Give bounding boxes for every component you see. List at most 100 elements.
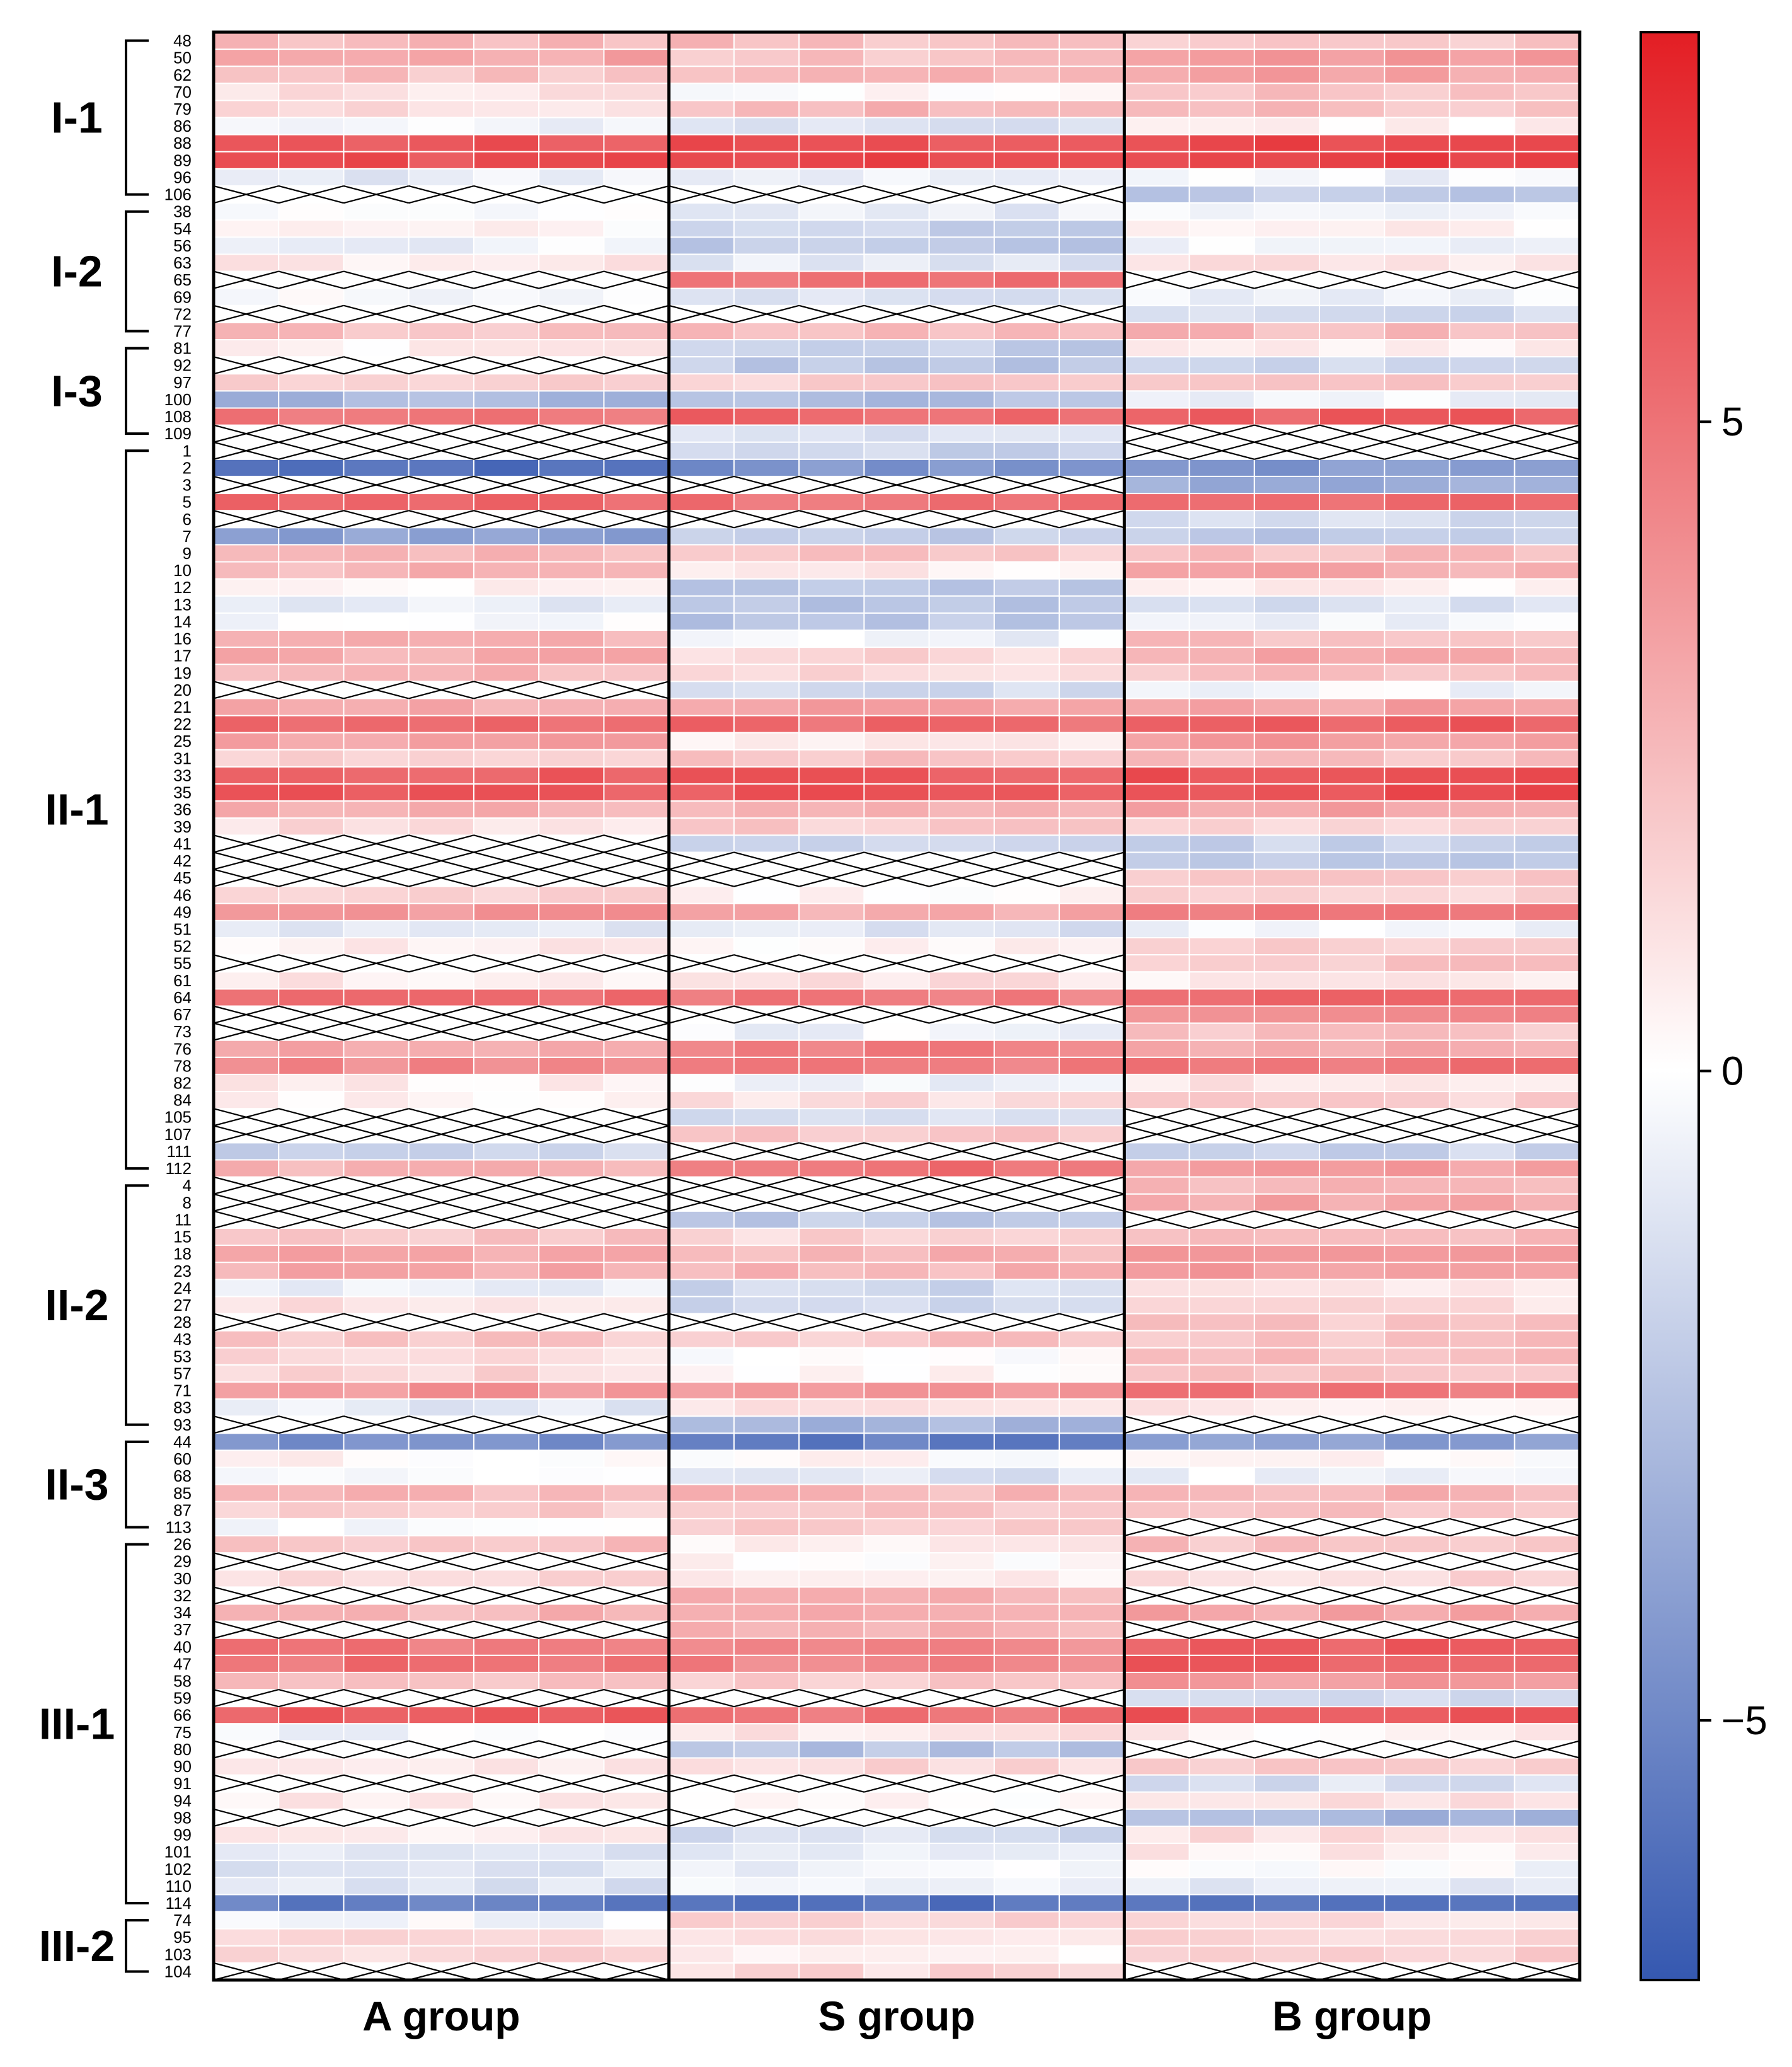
heatmap-cell [278, 629, 345, 648]
heatmap-cell [1384, 1877, 1450, 1896]
heatmap-cell [1123, 1313, 1190, 1332]
heatmap-cell [538, 1432, 605, 1451]
heatmap-cell [213, 817, 280, 836]
heatmap-cell [1513, 407, 1581, 426]
heatmap-cell [408, 1449, 474, 1468]
heatmap-cell [863, 373, 930, 392]
heatmap-cell [668, 595, 735, 614]
heatmap-cell [408, 1159, 474, 1178]
heatmap-cell [278, 202, 345, 221]
heatmap-cell [993, 971, 1060, 990]
heatmap-cell [1059, 1347, 1125, 1366]
heatmap-cell [993, 1159, 1060, 1178]
heatmap-cell [343, 287, 410, 306]
heatmap-cell [1449, 1296, 1515, 1315]
heatmap-cell [798, 1449, 865, 1468]
heatmap-cell [928, 1500, 995, 1519]
heatmap-cell [928, 1911, 995, 1930]
heatmap-cell [278, 595, 345, 614]
missing-cell-marker [213, 1108, 279, 1127]
heatmap-cell [798, 49, 865, 67]
heatmap-cell [603, 168, 670, 187]
heatmap-cell [668, 270, 735, 289]
heatmap-cell [538, 1466, 605, 1485]
heatmap-cell [1319, 49, 1386, 67]
heatmap-cell [668, 321, 735, 341]
missing-cell-marker [278, 1688, 344, 1708]
heatmap-cell [863, 1552, 930, 1571]
heatmap-cell [928, 1091, 995, 1110]
heatmap-cell [278, 1364, 345, 1383]
heatmap-cell [1253, 817, 1321, 836]
missing-cell-marker [1254, 1740, 1320, 1759]
heatmap-cell [1059, 1483, 1125, 1502]
heatmap-cell [798, 1860, 865, 1879]
heatmap-cell [538, 817, 605, 836]
heatmap-cell [213, 1637, 280, 1656]
row-label: 64 [173, 988, 192, 1007]
heatmap-cell [798, 1415, 865, 1434]
heatmap-cell [863, 1364, 930, 1383]
heatmap-cell [993, 681, 1060, 700]
missing-cell-marker [1124, 1517, 1190, 1537]
heatmap-cell [798, 1586, 865, 1605]
missing-cell-marker [604, 834, 669, 853]
heatmap-cell [408, 1432, 474, 1451]
heatmap-cell [798, 202, 865, 221]
heatmap-cell [473, 766, 540, 785]
missing-cell-marker [604, 1552, 669, 1571]
heatmap-cell [993, 270, 1060, 289]
missing-cell-marker [994, 1313, 1060, 1332]
missing-cell-marker [473, 1688, 539, 1708]
heatmap-cell [1253, 1877, 1321, 1896]
heatmap-cell [603, 287, 670, 306]
heatmap-cell [538, 236, 605, 255]
heatmap-cell [213, 783, 280, 802]
heatmap-cell [863, 1466, 930, 1485]
row-label: 22 [173, 715, 192, 734]
missing-cell-marker [343, 1552, 409, 1571]
heatmap-cell [1253, 1860, 1321, 1879]
missing-cell-marker [408, 1688, 474, 1708]
heatmap-cell [993, 1928, 1060, 1947]
heatmap-cell [1253, 134, 1321, 153]
heatmap-cell [1319, 493, 1386, 512]
missing-cell-marker [1124, 1125, 1190, 1144]
heatmap-cell [1384, 1500, 1450, 1519]
heatmap-cell [473, 1466, 540, 1485]
missing-cell-marker [408, 1415, 474, 1434]
heatmap-cell [343, 1159, 410, 1178]
heatmap-cell [538, 407, 605, 426]
heatmap-cell [1253, 321, 1321, 341]
heatmap-cell [668, 168, 735, 187]
heatmap-cell [473, 458, 540, 477]
row-group-bracket [125, 39, 149, 196]
heatmap-cell [278, 219, 345, 238]
row-label: 38 [173, 202, 192, 221]
row-label: 113 [166, 1517, 192, 1536]
heatmap-cell [343, 1535, 410, 1554]
heatmap-cell [213, 1381, 280, 1400]
heatmap-cell [1123, 1945, 1190, 1964]
heatmap-cell [1188, 236, 1255, 255]
heatmap-cell [798, 1125, 865, 1144]
heatmap-cell [993, 595, 1060, 614]
missing-cell-marker [538, 1552, 604, 1571]
missing-cell-marker [213, 1125, 279, 1144]
row-label: 49 [173, 902, 192, 921]
heatmap-cell [733, 407, 800, 426]
missing-cell-marker [408, 185, 474, 204]
heatmap-cell [1513, 629, 1581, 648]
row-label: 107 [164, 1125, 192, 1144]
missing-cell-marker [669, 1808, 735, 1828]
row-label: 14 [173, 612, 192, 631]
heatmap-cell [603, 1911, 670, 1930]
heatmap-cell [1319, 1039, 1386, 1058]
missing-cell-marker [1384, 441, 1450, 460]
missing-cell-marker [343, 1176, 409, 1195]
heatmap-cell [603, 373, 670, 392]
heatmap-cell [1059, 1262, 1125, 1281]
heatmap-cell [1449, 202, 1515, 221]
heatmap-cell [798, 595, 865, 614]
heatmap-cell [863, 1962, 930, 1981]
